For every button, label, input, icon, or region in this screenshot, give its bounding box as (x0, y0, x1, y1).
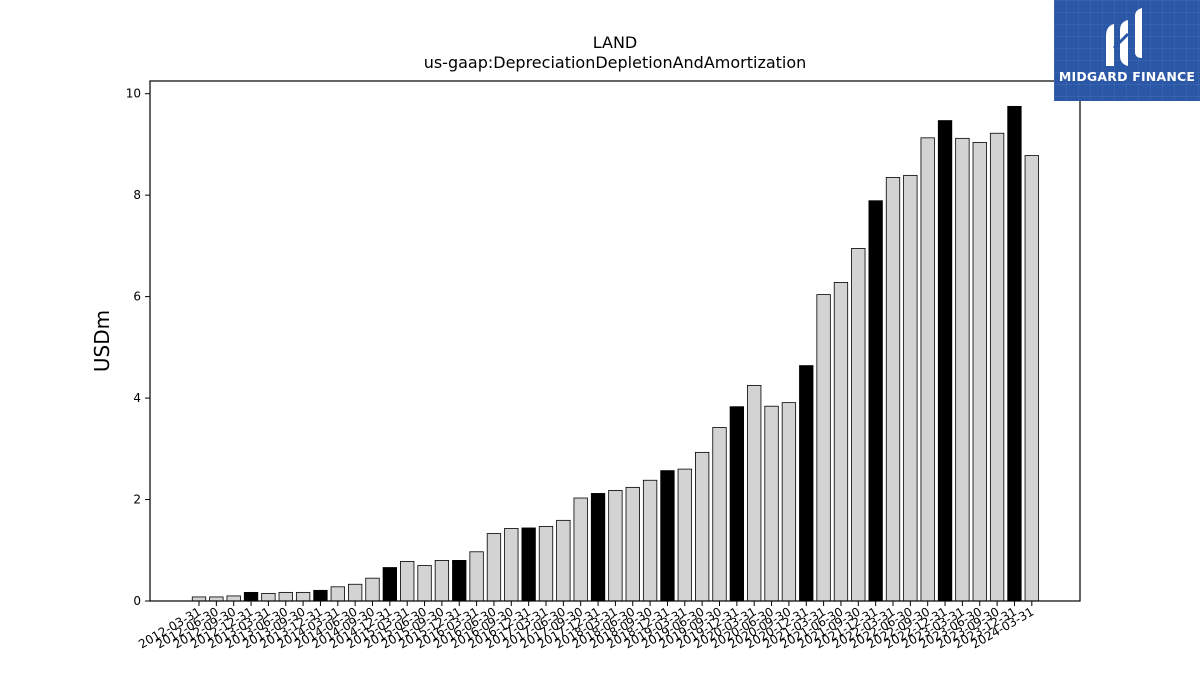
bar-2012-12-31 (243, 591, 259, 602)
bar-2021-03-31 (816, 294, 831, 602)
bar-2012-03-31 (191, 596, 207, 602)
bar-2017-12-31 (590, 493, 606, 602)
bar-2013-03-31 (261, 592, 276, 602)
bar-2020-06-30 (764, 405, 779, 602)
bar-2019-06-30 (695, 451, 710, 602)
bar-2012-06-30 (209, 596, 224, 602)
bar-2019-12-31 (729, 406, 744, 602)
y-tick-label: 6 (133, 290, 141, 304)
bar-2021-06-30 (833, 281, 849, 602)
bar-2012-09-30 (226, 595, 241, 602)
bar-2018-06-30 (625, 486, 640, 602)
bar-2013-12-31 (313, 589, 328, 602)
bar-2023-12-31 (1007, 105, 1022, 602)
bar-2015-09-30 (434, 560, 450, 602)
chart-subtitle: us-gaap:DepreciationDepletionAndAmortiza… (424, 53, 807, 72)
y-axis-label: USDm (90, 310, 114, 372)
bar-2020-03-31 (747, 384, 762, 602)
bar-2019-03-31 (677, 468, 692, 602)
bar-2022-03-31 (885, 176, 901, 602)
bar-2023-03-31 (955, 137, 970, 602)
bar-2017-06-30 (556, 519, 571, 602)
bar-2024-03-31 (1024, 155, 1039, 602)
bar-2020-12-31 (799, 365, 814, 602)
bar-2018-03-31 (608, 489, 623, 602)
bar-2016-03-31 (469, 551, 484, 602)
y-tick-label: 8 (133, 188, 141, 202)
bar-2018-12-31 (660, 470, 675, 602)
bar-2021-09-30 (851, 248, 866, 602)
bar-2015-12-31 (452, 560, 467, 602)
y-axis-ticks: 0 2 4 6 8 10 (126, 87, 150, 608)
bar-2020-09-30 (781, 402, 797, 602)
chart-title: LAND (593, 33, 638, 52)
bar-2021-12-31 (868, 200, 883, 602)
midgard-finance-logo: MIDGARD FINANCE (1054, 0, 1200, 101)
bar-2016-09-30 (504, 528, 519, 602)
bar-2013-09-30 (295, 591, 311, 602)
bar-2014-03-31 (330, 586, 345, 602)
y-tick-label: 10 (126, 87, 141, 101)
bars-group (191, 105, 1039, 602)
bar-2022-12-31 (937, 120, 953, 602)
bar-2022-09-30 (920, 137, 935, 602)
bar-2014-06-30 (347, 583, 363, 602)
bar-2015-03-31 (400, 561, 415, 602)
bar-2014-09-30 (365, 577, 380, 602)
logo-text: MIDGARD FINANCE (1058, 69, 1196, 84)
bar-2022-06-30 (903, 174, 918, 602)
bar-2017-09-30 (573, 497, 588, 602)
bar-2015-06-30 (417, 565, 432, 602)
plot-frame (149, 80, 1081, 602)
bar-2018-09-30 (642, 479, 658, 602)
x-axis-ticks: 2012-03-312012-06-302012-09-302012-12-31… (136, 601, 1036, 651)
bar-2023-06-30 (972, 141, 987, 602)
y-tick-label: 2 (133, 493, 141, 507)
bar-2019-09-30 (712, 427, 727, 602)
bar-2016-12-31 (521, 527, 536, 602)
logo-mark-icon (1106, 8, 1142, 66)
bar-2023-09-30 (989, 132, 1005, 602)
bar-2014-12-31 (382, 567, 398, 602)
bar-2013-06-30 (278, 591, 293, 602)
y-tick-label: 0 (133, 594, 141, 608)
y-tick-label: 4 (133, 391, 141, 405)
bar-2017-03-31 (538, 526, 554, 602)
bar-2016-06-30 (486, 533, 502, 602)
